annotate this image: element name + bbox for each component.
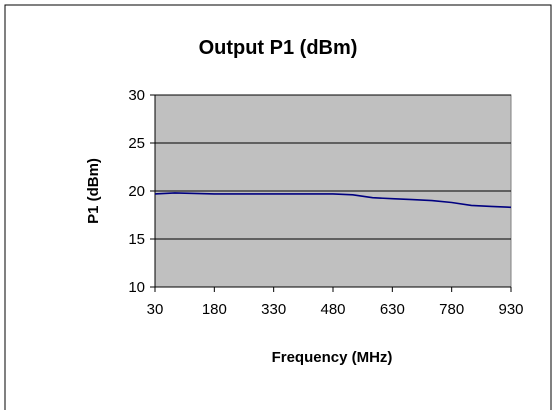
x-tick-label: 30 [147, 301, 164, 318]
series-line [154, 192, 512, 209]
y-tick-label: 10 [128, 279, 145, 296]
x-tick-label: 630 [380, 301, 405, 318]
chart-title: Output P1 (dBm) [199, 37, 358, 59]
x-tick-label: 480 [320, 301, 345, 318]
y-tick-label: 15 [128, 231, 145, 248]
x-tick-label: 330 [261, 301, 286, 318]
y-tick-label: 20 [128, 183, 145, 200]
y-axis-label: P1 (dBm) [85, 158, 102, 224]
y-tick-label: 30 [128, 87, 145, 104]
y-tick-labels: 10 15 20 25 30 [128, 87, 145, 296]
gridlines [155, 94, 511, 240]
x-tick-label: 780 [439, 301, 464, 318]
y-tick-label: 25 [128, 135, 145, 152]
x-tick-label: 180 [202, 301, 227, 318]
x-tick-label: 930 [498, 301, 523, 318]
x-tick-labels: 30 180 330 480 630 780 930 [147, 301, 524, 318]
x-axis-label: Frequency (MHz) [272, 349, 393, 366]
series-group [154, 192, 512, 209]
axes [150, 94, 512, 292]
